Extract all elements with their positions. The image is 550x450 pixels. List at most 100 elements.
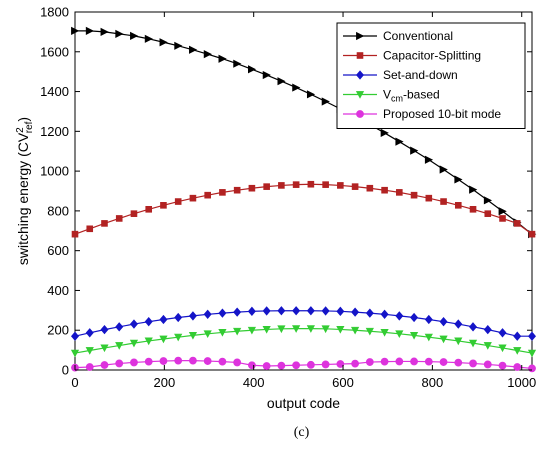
data-point <box>395 330 404 339</box>
data-point <box>218 54 227 63</box>
y-tick-label: 1800 <box>40 5 69 20</box>
data-point <box>101 220 108 227</box>
data-point <box>100 344 109 353</box>
data-point <box>189 45 198 54</box>
data-point <box>278 182 285 189</box>
data-point <box>439 165 448 174</box>
x-tick-label: 800 <box>422 375 444 390</box>
data-point <box>263 183 270 190</box>
data-point <box>115 359 124 368</box>
legend-label: Set-and-down <box>383 68 458 82</box>
y-tick-label: 800 <box>47 203 69 218</box>
data-point <box>144 357 153 366</box>
data-point <box>129 319 138 329</box>
data-point <box>424 155 434 164</box>
legend: Conventional Capacitor-Splitting Set-and-d… <box>336 22 526 129</box>
data-point <box>410 312 419 323</box>
data-point <box>292 361 301 370</box>
data-point <box>85 26 95 35</box>
series-line <box>74 328 533 354</box>
legend-label: Conventional <box>383 29 453 43</box>
data-point <box>527 349 537 358</box>
data-point <box>129 339 139 348</box>
legend-entry: Proposed 10-bit mode <box>343 107 501 121</box>
series-1 <box>71 180 536 238</box>
data-point <box>439 335 448 344</box>
data-point <box>277 77 286 86</box>
data-point <box>189 356 197 365</box>
y-axis-label-close: ) <box>15 117 31 122</box>
x-tick-label: 600 <box>332 375 354 390</box>
data-point <box>307 180 315 188</box>
data-point <box>395 357 404 366</box>
data-point <box>277 325 286 334</box>
series-4 <box>71 356 536 373</box>
data-point <box>513 220 521 227</box>
data-point <box>454 175 463 184</box>
data-point <box>483 342 492 350</box>
data-point <box>395 137 404 146</box>
data-point <box>365 327 374 336</box>
data-point <box>336 306 345 316</box>
y-axis-label: switching energy (CV2ref) <box>15 117 36 265</box>
data-point <box>144 337 153 346</box>
data-point <box>410 357 418 366</box>
series-layer <box>70 26 537 373</box>
data-point <box>204 191 211 199</box>
data-point <box>174 41 183 50</box>
data-point <box>336 326 345 334</box>
data-point <box>439 317 448 327</box>
y-axis-label-sub: ref <box>24 121 35 133</box>
data-point <box>454 319 463 329</box>
data-point <box>498 344 507 353</box>
data-point <box>424 333 433 342</box>
data-point <box>424 357 433 366</box>
data-point <box>262 306 271 316</box>
data-point <box>365 308 374 318</box>
y-tick-label: 400 <box>47 283 69 298</box>
data-point <box>396 189 403 196</box>
data-point <box>292 83 301 92</box>
y-tick-label: 600 <box>47 243 69 258</box>
data-point <box>380 309 389 319</box>
data-point <box>513 331 522 341</box>
data-point <box>350 326 360 335</box>
data-point <box>277 361 286 370</box>
data-point <box>262 70 271 80</box>
data-point <box>70 349 80 358</box>
legend-marker <box>355 91 365 99</box>
data-point <box>292 181 300 188</box>
data-point <box>144 34 153 43</box>
legend-box <box>336 22 526 129</box>
legend-marker <box>356 31 365 41</box>
data-point <box>233 307 242 317</box>
data-point <box>130 31 139 40</box>
data-point <box>144 317 153 327</box>
data-point <box>174 198 182 205</box>
data-point <box>410 191 418 199</box>
legend-entry: Set-and-down <box>343 68 458 82</box>
data-point <box>454 358 463 367</box>
data-point <box>469 359 477 368</box>
data-point <box>351 183 359 190</box>
legend-label: Capacitor-Splitting <box>383 49 481 63</box>
data-point <box>145 205 153 213</box>
series-3 <box>70 325 537 358</box>
figure-caption: (c) <box>294 425 310 440</box>
data-point <box>380 357 389 366</box>
data-point <box>454 202 462 209</box>
data-point <box>321 360 330 369</box>
data-point <box>85 363 94 371</box>
data-point <box>395 311 404 321</box>
data-point <box>203 357 212 365</box>
data-point <box>306 325 315 333</box>
series-2 <box>71 306 536 341</box>
legend-entry: Conventional <box>343 29 453 43</box>
data-point <box>469 185 478 194</box>
data-point <box>321 325 330 334</box>
data-point <box>322 181 329 188</box>
data-point <box>336 360 345 368</box>
data-point <box>100 361 109 369</box>
data-point <box>292 325 301 333</box>
data-point <box>115 342 124 350</box>
